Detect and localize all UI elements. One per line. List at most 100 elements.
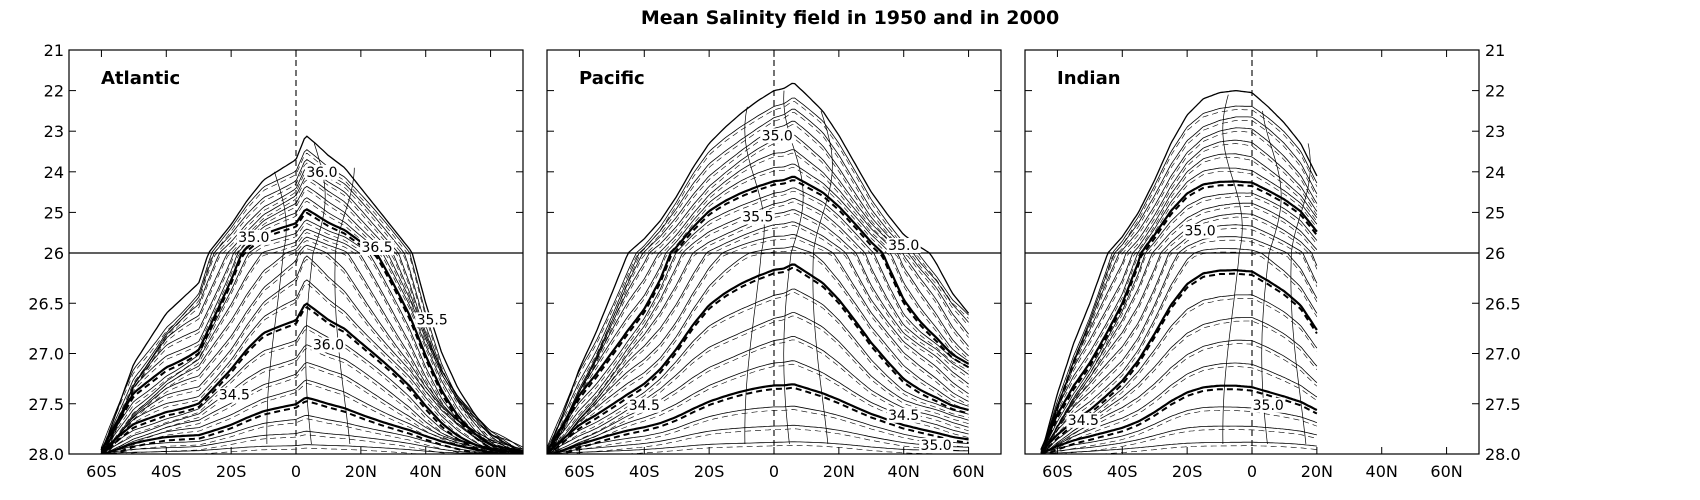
x-tick-label: 40N — [410, 462, 442, 481]
contour-1950-13 — [101, 279, 523, 454]
x-tick-label: 20N — [345, 462, 377, 481]
contour-label-bg — [1066, 412, 1101, 428]
x-tick-label: 0 — [1247, 462, 1257, 481]
y-axis-labels: 21 21 22 22 23 23 24 24 25 25 26 26 26.5 26.5 27.0 27.0… — [28, 41, 1520, 464]
x-tick-label: 60S — [1042, 462, 1073, 481]
contour-1950-21 — [547, 424, 969, 454]
contour-1950-6 — [1040, 167, 1318, 450]
x-tick-label: 60N — [1430, 462, 1462, 481]
contours-atlantic — [100, 135, 523, 454]
contour-1950-11 — [101, 244, 523, 454]
contour-2000-3 — [1043, 130, 1318, 454]
contour-1950-6 — [101, 197, 523, 454]
contour-2000-21 — [568, 428, 969, 454]
x-tick-label: 60S — [86, 462, 117, 481]
chart-title: Mean Salinity field in 1950 and in 2000 — [641, 7, 1059, 29]
x-tick-label: 40N — [1366, 462, 1398, 481]
contour-1950-11 — [1040, 224, 1318, 454]
contour-2000-11 — [106, 248, 508, 454]
contour-2000-22 — [618, 444, 964, 454]
x-tick-label: 40S — [629, 462, 660, 481]
x-tick-label: 40N — [888, 462, 920, 481]
contour-2000-11 — [1043, 227, 1318, 454]
y-tick-label-left: 23 — [44, 122, 64, 141]
contour-1950-15 — [547, 288, 969, 452]
contour-2000-10 — [105, 240, 516, 454]
contour-label-bg — [760, 128, 795, 144]
contour-2000-7 — [1040, 183, 1318, 454]
contour-label-bg — [304, 164, 339, 180]
contour-2000-19 — [1045, 388, 1318, 454]
y-tick-label-right: 28.0 — [1485, 445, 1521, 464]
contour-2000-4 — [105, 179, 511, 454]
contour-1950-14 — [100, 302, 523, 454]
contour-2000-19 — [559, 386, 969, 454]
contour-label: 34.5 — [629, 398, 660, 414]
contour-2000-18 — [1047, 366, 1318, 454]
contour-2000-20 — [113, 418, 471, 454]
contour-2000-5 — [1041, 157, 1318, 454]
contour-label: 35.0 — [1253, 398, 1284, 414]
x-tick-label: 20S — [1172, 462, 1203, 481]
contour-1950-19 — [547, 383, 969, 454]
contour-2000-20 — [562, 409, 969, 454]
contour-label-bg — [919, 437, 954, 453]
contour-meridional-2 — [812, 110, 833, 445]
contour-2000-14 — [101, 305, 512, 454]
contour-label-bg — [740, 209, 775, 225]
x-tick-label: 60S — [564, 462, 595, 481]
y-tick-label-left: 28.0 — [28, 445, 64, 464]
contour-2000-15 — [1044, 297, 1318, 454]
contour-label-bg — [886, 407, 921, 423]
contour-meridional-0 — [1222, 94, 1243, 445]
y-tick-label-right: 22 — [1485, 82, 1505, 101]
contour-1950-8 — [547, 187, 969, 450]
x-tick-label: 60N — [474, 462, 506, 481]
contour-label: 36.0 — [306, 165, 337, 181]
contour-2000-6 — [102, 200, 505, 454]
contour-2000-12 — [1042, 239, 1318, 454]
contour-1950-1 — [547, 97, 969, 448]
contour-2000-2 — [1043, 120, 1318, 454]
x-tick-label: 60N — [952, 462, 984, 481]
contour-1950-8 — [1040, 192, 1318, 454]
contour-1950-3 — [1041, 127, 1318, 454]
contour-2000-10 — [1044, 216, 1318, 454]
contour-meridional-0 — [266, 171, 287, 445]
contour-1950-10 — [101, 236, 523, 454]
y-tick-label-right: 26 — [1485, 244, 1505, 263]
x-tick-label: 20N — [823, 462, 855, 481]
contour-1950-5 — [547, 149, 969, 454]
contour-meridional-2 — [334, 167, 355, 445]
contour-1950-7 — [1040, 180, 1318, 451]
y-tick-label-left: 26 — [44, 244, 64, 263]
contour-2000-1 — [101, 152, 523, 452]
panel-pacific: 60S 40S 20S 0 20N 40N 60NPacific35.035.535.034… — [546, 49, 1002, 481]
contour-1950-6 — [547, 163, 969, 454]
x-tick-label: 20N — [1301, 462, 1333, 481]
contour-2000-22 — [1097, 445, 1317, 454]
panels: 60S 40S 20S 0 20N 40N 60N Atlantic 35.0 36.0 36.5 3… — [28, 41, 1520, 481]
contour-label: 35.0 — [762, 128, 793, 144]
contour-1950-4 — [1040, 139, 1318, 454]
contour-label-bg — [1183, 223, 1218, 239]
panel-label-indian: Indian — [1057, 68, 1121, 89]
contour-label-bg — [236, 229, 271, 245]
x-tick-label: 40S — [151, 462, 182, 481]
contour-label: 35.5 — [742, 210, 773, 226]
contour-2000-19 — [111, 400, 487, 454]
contour-1950-22 — [1041, 441, 1317, 454]
contour-2000-5 — [104, 189, 506, 454]
contour-label: 35.5 — [417, 312, 448, 328]
contour-2000-13 — [551, 249, 969, 454]
contour-1950-18 — [101, 379, 523, 454]
contour-2000-16 — [549, 315, 969, 454]
contour-1950-10 — [1041, 213, 1318, 454]
contours-indian — [1040, 89, 1318, 454]
contour-1950-9 — [1041, 202, 1318, 454]
y-tick-label-left: 26.5 — [28, 294, 64, 313]
contour-2000-12 — [553, 237, 969, 454]
contour-2000-17 — [1048, 343, 1318, 454]
contour-2000-5 — [551, 152, 969, 454]
contour-1950-13 — [547, 246, 969, 454]
